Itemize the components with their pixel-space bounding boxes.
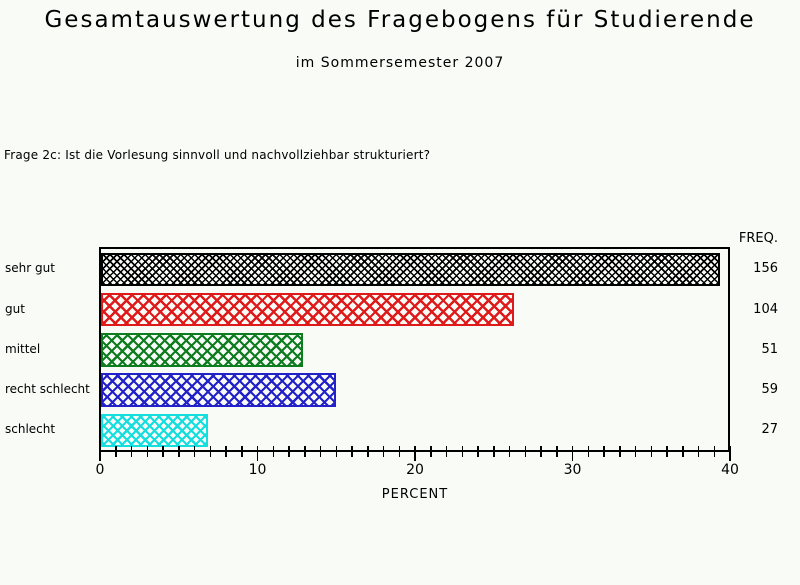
x-axis-minor-tick: [162, 446, 164, 457]
freq-value-gut: 104: [753, 301, 778, 317]
x-axis-tick-label-40: 40: [721, 462, 739, 478]
x-axis-minor-tick: [540, 446, 542, 457]
x-axis-minor-tick: [556, 446, 558, 457]
x-axis-tick-label-0: 0: [95, 462, 105, 478]
x-axis-minor-tick: [351, 446, 353, 457]
x-axis-minor-tick: [508, 446, 511, 457]
bar-gut: [101, 292, 514, 327]
bar-mittel: [101, 333, 303, 367]
x-axis-minor-tick: [130, 446, 133, 457]
chart-title: Gesamtauswertung des Fragebogens für Stu…: [44, 7, 756, 33]
x-axis-minor-tick: [288, 446, 290, 457]
freq-value-mittel: 51: [761, 341, 778, 357]
freq-value-recht-schlecht: 59: [761, 382, 778, 397]
x-axis-minor-tick: [682, 446, 684, 457]
x-axis-minor-tick: [461, 446, 463, 457]
x-axis-major-tick: [256, 446, 259, 461]
freq-column-header: FREQ.: [738, 231, 778, 246]
chart-subtitle: im Sommersemester 2007: [295, 55, 505, 71]
x-axis-label: PERCENT: [381, 487, 449, 502]
x-axis-minor-tick: [650, 446, 652, 457]
x-axis-major-tick: [729, 446, 731, 461]
x-axis-minor-tick: [272, 446, 274, 457]
x-axis-major-tick: [99, 446, 101, 461]
x-axis-minor-tick: [398, 446, 400, 457]
x-axis-minor-tick: [367, 446, 369, 457]
category-label-schlecht: schlecht: [5, 422, 56, 437]
x-axis-minor-tick: [477, 446, 479, 457]
question-text: Frage 2c: Ist die Vorlesung sinnvoll und…: [4, 148, 431, 162]
x-axis-minor-tick: [193, 446, 196, 457]
freq-value-schlecht: 27: [761, 422, 778, 438]
x-axis-minor-tick: [319, 446, 322, 457]
x-axis-minor-tick: [619, 446, 621, 457]
x-axis-minor-tick: [225, 446, 227, 457]
x-axis-minor-tick: [304, 446, 306, 457]
x-axis-minor-tick: [382, 446, 385, 457]
category-label-gut: gut: [5, 301, 25, 316]
category-label-mittel: mittel: [5, 341, 41, 356]
bar-recht-schlecht: [101, 373, 336, 407]
x-axis-minor-tick: [587, 446, 589, 457]
x-axis-minor-tick: [445, 446, 448, 457]
x-axis-minor-tick: [178, 446, 180, 457]
x-axis-minor-tick: [209, 446, 211, 457]
x-axis-minor-tick: [335, 446, 337, 457]
x-axis-tick-label-10: 10: [248, 462, 267, 478]
x-axis-minor-tick: [241, 446, 243, 457]
x-axis-tick-label-30: 30: [563, 462, 582, 478]
x-axis-minor-tick: [493, 446, 495, 457]
bar-schlecht: [101, 413, 209, 447]
freq-value-sehr-gut: 156: [753, 261, 778, 277]
x-axis-minor-tick: [524, 446, 526, 457]
x-axis-minor-tick: [713, 446, 715, 457]
x-axis-major-tick: [414, 446, 416, 461]
category-label-recht-schlecht: recht schlecht: [5, 382, 90, 396]
x-axis-tick-label-20: 20: [406, 462, 424, 478]
x-axis-minor-tick: [115, 446, 117, 457]
x-axis-major-tick: [571, 446, 574, 461]
x-axis-minor-tick: [634, 446, 637, 457]
category-label-sehr-gut: sehr gut: [5, 261, 55, 276]
x-axis-minor-tick: [146, 446, 148, 457]
x-axis-minor-tick: [666, 446, 668, 457]
x-axis-minor-tick: [603, 446, 605, 457]
bar-sehr-gut: [101, 252, 720, 286]
x-axis-minor-tick: [697, 446, 700, 457]
x-axis-minor-tick: [430, 446, 432, 457]
